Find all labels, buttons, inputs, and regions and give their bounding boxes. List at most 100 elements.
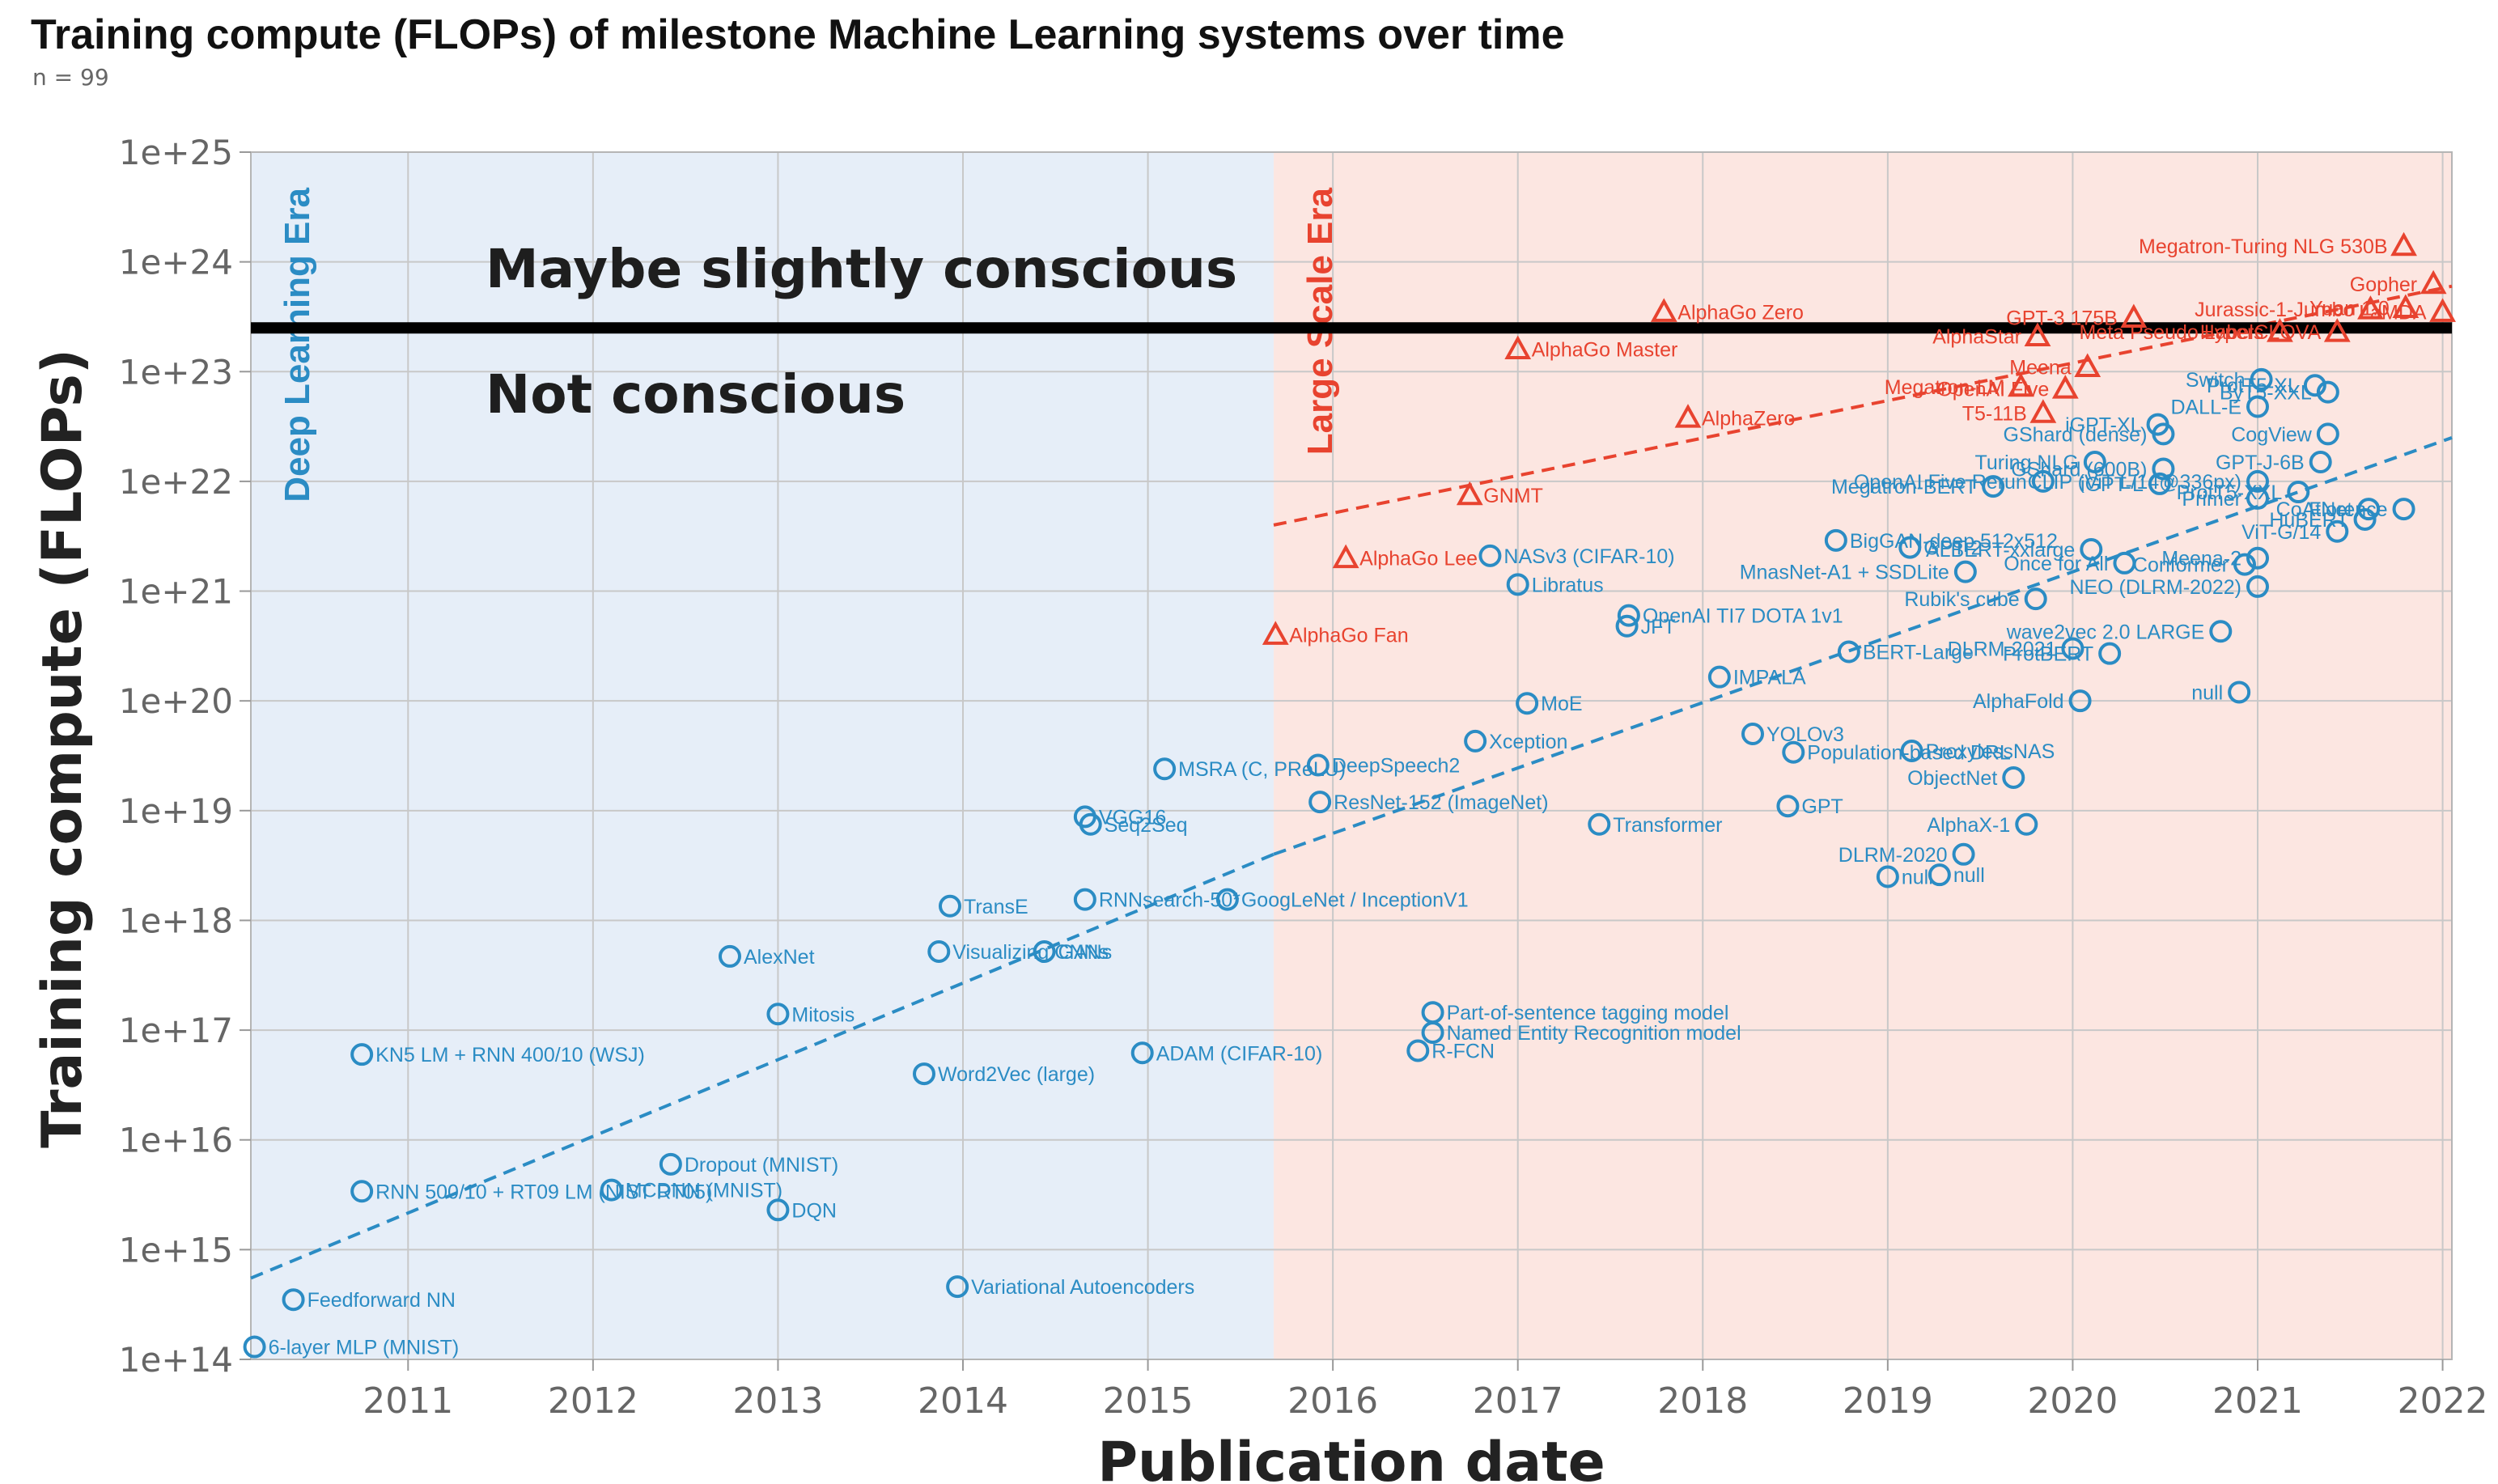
data-point-circle	[1900, 740, 1923, 763]
data-point-circle	[2228, 681, 2251, 704]
data-point-circle	[2152, 422, 2175, 446]
data-point-triangle	[2008, 372, 2034, 397]
data-point-circle	[1928, 863, 1951, 887]
data-label: OpenAI Five Rerun	[1854, 471, 2027, 494]
axes: 2011 2012 2013 2014 2015 2016 2017 2018 2019 2020…	[119, 133, 2488, 1422]
data-label: OpenAI TI7 DOTA 1v1	[1643, 605, 1843, 628]
data-label: AlphaX-1	[1927, 814, 2010, 837]
data-point-circle	[2148, 472, 2171, 495]
data-label: Dropout (MNIST)	[685, 1154, 838, 1177]
data-label: Primer	[2182, 488, 2241, 511]
x-tick-label: 2015	[1103, 1380, 1194, 1422]
data-point-circle	[2233, 553, 2256, 576]
data-label: Switch	[2186, 369, 2246, 392]
data-point-circle	[1130, 1041, 1154, 1065]
data-label: MSRA (C, PReLU)	[1178, 758, 1346, 781]
data-point-circle	[2287, 481, 2310, 504]
era-label-1: Large Scale Era	[1300, 187, 1340, 455]
data-point-circle	[2316, 380, 2339, 404]
data-label: TransE	[964, 896, 1028, 918]
data-label: Conformer	[2133, 554, 2229, 577]
data-points	[243, 231, 2456, 1359]
data-label: Transformer	[1613, 814, 1722, 837]
data-point-triangle	[2051, 375, 2079, 399]
data-label: Libratus	[1532, 574, 1604, 596]
data-label: Rubik's cube	[1904, 588, 2019, 611]
data-point-circle	[2080, 537, 2103, 561]
annotation-maybe-conscious: Maybe slightly conscious	[486, 238, 1237, 300]
data-point-triangle	[2357, 295, 2384, 320]
era-label-0: Deep Learning Era	[278, 187, 317, 502]
data-label: Visualizing CNNs	[952, 941, 1109, 964]
data-label: ObjectNet	[1907, 767, 1997, 790]
data-labels: 6-layer MLP (MNIST) Feedforward NN KN5 LM …	[269, 235, 2427, 1359]
data-label: Florence	[2309, 498, 2387, 521]
chart-subtitle: n = 99	[32, 64, 109, 91]
data-point-circle	[1073, 888, 1096, 911]
data-label: DeepSpeech2	[1332, 755, 1460, 778]
data-point-circle	[2246, 395, 2269, 418]
data-point-triangle	[2390, 231, 2417, 257]
data-label: wave2vec 2.0 LARGE	[2006, 621, 2205, 643]
data-point-circle	[1898, 536, 1922, 559]
data-label: Megatron-Turing NLG 530B	[2139, 235, 2388, 258]
data-label: CogView	[2231, 423, 2313, 446]
data-label: ProtBERT	[2003, 643, 2093, 666]
data-point-circle	[1306, 753, 1330, 777]
data-point-circle	[1478, 544, 1502, 567]
data-label: CLIP (ViT L/14@336px)	[2028, 471, 2241, 494]
y-tick-label: 1e+24	[119, 243, 233, 282]
data-label: HuBERT	[2269, 509, 2348, 532]
data-label: Named Entity Recognition model	[1447, 1022, 1741, 1045]
data-label: KN5 LM + RNN 400/10 (WSJ)	[375, 1044, 645, 1066]
data-label: AlphaFold	[1973, 690, 2064, 713]
data-label: YOLOv3	[1766, 723, 1844, 746]
y-tick-label: 1e+18	[119, 901, 233, 940]
data-label: CoAtNet	[2276, 498, 2353, 521]
data-label: RNNsearch-50*	[1099, 889, 1241, 912]
data-point-circle	[1741, 723, 1764, 746]
y-tick-label: 1e+21	[119, 572, 233, 612]
data-label: ProxylessNAS	[1926, 740, 2055, 763]
x-tick-label: 2014	[918, 1380, 1008, 1422]
data-point-circle	[2246, 546, 2269, 570]
data-label: 6-layer MLP (MNIST)	[269, 1337, 460, 1359]
data-point-circle	[2098, 642, 2122, 665]
x-tick-label: 2017	[1473, 1380, 1563, 1422]
data-label: Meena-2	[2161, 548, 2241, 570]
data-point-circle	[1406, 1039, 1430, 1062]
data-point-triangle	[2429, 298, 2456, 322]
data-point-triangle	[2024, 322, 2051, 346]
data-point-circle	[659, 1152, 682, 1176]
data-point-circle	[1033, 939, 1056, 963]
x-tick-label: 2016	[1287, 1380, 1378, 1422]
data-point-circle	[1982, 475, 2005, 498]
data-point-circle	[2068, 689, 2092, 713]
data-label: VGG16	[1099, 806, 1166, 829]
x-tick-label: 2019	[1843, 1380, 1933, 1422]
data-point-circle	[1153, 757, 1177, 781]
data-label: Once for All	[2004, 553, 2108, 575]
x-axis-label: Publication date	[1097, 1431, 1605, 1484]
data-label: null	[1902, 866, 1933, 888]
x-tick-label: 2013	[732, 1380, 823, 1422]
data-point-circle	[2246, 486, 2269, 510]
data-point-circle	[2015, 812, 2038, 836]
data-label: DQN	[791, 1199, 837, 1222]
y-tick-label: 1e+20	[119, 681, 233, 721]
data-label: Xception	[1489, 731, 1567, 753]
data-point-circle	[1782, 740, 1805, 764]
data-label: Megatron-LM	[1885, 376, 2005, 399]
data-point-circle	[2031, 469, 2055, 493]
data-label: Variational Autoencoders	[971, 1276, 1194, 1299]
data-point-triangle	[2323, 318, 2351, 342]
data-label: Turing NLG	[1975, 452, 2079, 474]
x-tick-label: 2020	[2027, 1380, 2118, 1422]
data-label: NEO (DLRM-2022)	[2069, 576, 2241, 599]
data-label: AlphaGo Zero	[1677, 301, 1804, 324]
data-label: ProtT5-XL	[2207, 375, 2299, 397]
data-label: ResNet-152 (ImageNet)	[1334, 791, 1548, 814]
data-point-circle	[1079, 812, 1102, 836]
data-point-circle	[2209, 620, 2233, 643]
